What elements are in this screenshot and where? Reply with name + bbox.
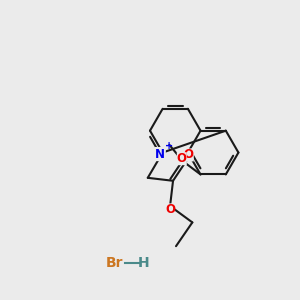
Text: Br: Br <box>106 256 123 270</box>
Text: N: N <box>155 148 165 160</box>
Text: O: O <box>177 152 187 165</box>
Text: H: H <box>138 256 150 270</box>
Text: O: O <box>184 148 194 161</box>
Text: +: + <box>165 141 173 151</box>
Text: O: O <box>165 203 175 216</box>
